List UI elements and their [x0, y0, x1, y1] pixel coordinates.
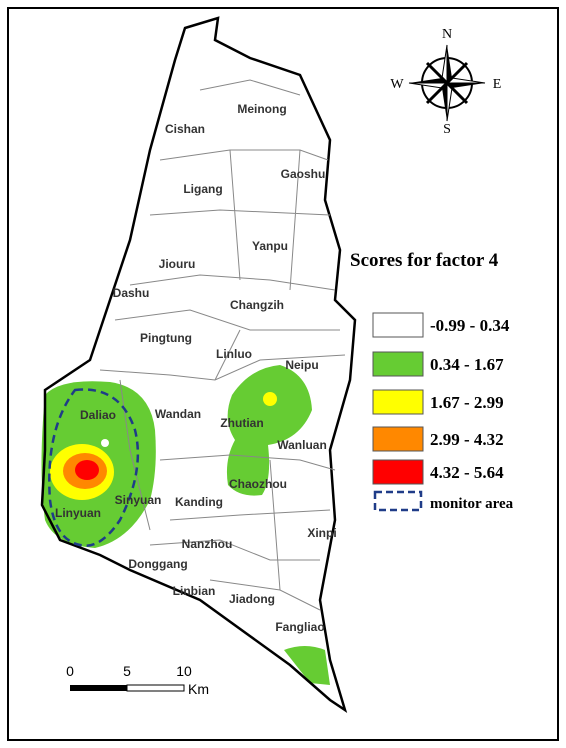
- legend-swatch: [372, 351, 424, 377]
- legend-swatch: [372, 389, 424, 415]
- county-outline: [40, 16, 357, 713]
- scale-bar: [70, 684, 185, 692]
- scale-tick-label: 5: [123, 663, 131, 679]
- scale-unit: Km: [188, 681, 209, 697]
- place-label: Linyuan: [55, 506, 101, 520]
- hotspot-hole: [101, 439, 109, 447]
- compass-s: S: [443, 122, 451, 137]
- place-label: Linbian: [173, 584, 216, 598]
- compass-e: E: [493, 77, 502, 92]
- compass: N E S W: [390, 27, 501, 137]
- legend-swatch: [372, 312, 424, 338]
- township-borders: [99, 79, 346, 611]
- place-label: Kanding: [175, 495, 223, 509]
- legend-label: 0.34 - 1.67: [430, 355, 504, 374]
- hotspot-red: [75, 460, 99, 480]
- hotspot-neipu: [263, 392, 277, 406]
- hotspot-zhutian: [226, 365, 312, 496]
- legend-swatch: [373, 490, 423, 512]
- place-label: Donggang: [128, 557, 187, 571]
- place-label: Dashu: [113, 286, 150, 300]
- place-label: Wanluan: [277, 438, 327, 452]
- scale-bar-light: [126, 684, 185, 692]
- legend-title: Scores for factor 4: [350, 250, 499, 271]
- compass-w: W: [390, 77, 404, 92]
- legend-label: 2.99 - 4.32: [430, 430, 504, 449]
- monitor-area: [48, 388, 140, 547]
- place-label: Pingtung: [140, 331, 192, 345]
- place-label: Daliao: [80, 408, 116, 422]
- place-label: Nanzhou: [182, 537, 233, 551]
- legend-swatch: [372, 426, 424, 452]
- hotspot-fangliao: [284, 646, 330, 685]
- legend-label: monitor area: [430, 496, 514, 512]
- compass-diagonals: [425, 61, 469, 105]
- scale-bar-dark: [70, 685, 127, 691]
- place-label: Meinong: [237, 102, 286, 116]
- place-label: Jiadong: [229, 592, 275, 606]
- legend-label: -0.99 - 0.34: [430, 316, 510, 335]
- place-label: Fangliao: [275, 620, 324, 634]
- place-label: Yanpu: [252, 239, 288, 253]
- legend-label: 1.67 - 2.99: [430, 393, 504, 412]
- place-label: Cishan: [165, 122, 205, 136]
- scale-tick-label: 0: [66, 663, 74, 679]
- legend-label: 4.32 - 5.64: [430, 463, 504, 482]
- place-label: Chaozhou: [229, 477, 287, 491]
- place-label: Jiouru: [159, 257, 196, 271]
- place-label: Neipu: [285, 358, 318, 372]
- compass-n: N: [442, 27, 452, 42]
- place-label: Sinyuan: [115, 493, 162, 507]
- place-label: Wandan: [155, 407, 201, 421]
- place-label: Xinpi: [307, 526, 336, 540]
- place-label: Zhutian: [220, 416, 263, 430]
- place-label: Ligang: [183, 182, 222, 196]
- place-label: Gaoshu: [281, 167, 326, 181]
- legend-swatch: [372, 459, 424, 485]
- scale-tick-label: 10: [176, 663, 192, 679]
- place-label: Changzih: [230, 298, 284, 312]
- place-label: Linluo: [216, 347, 252, 361]
